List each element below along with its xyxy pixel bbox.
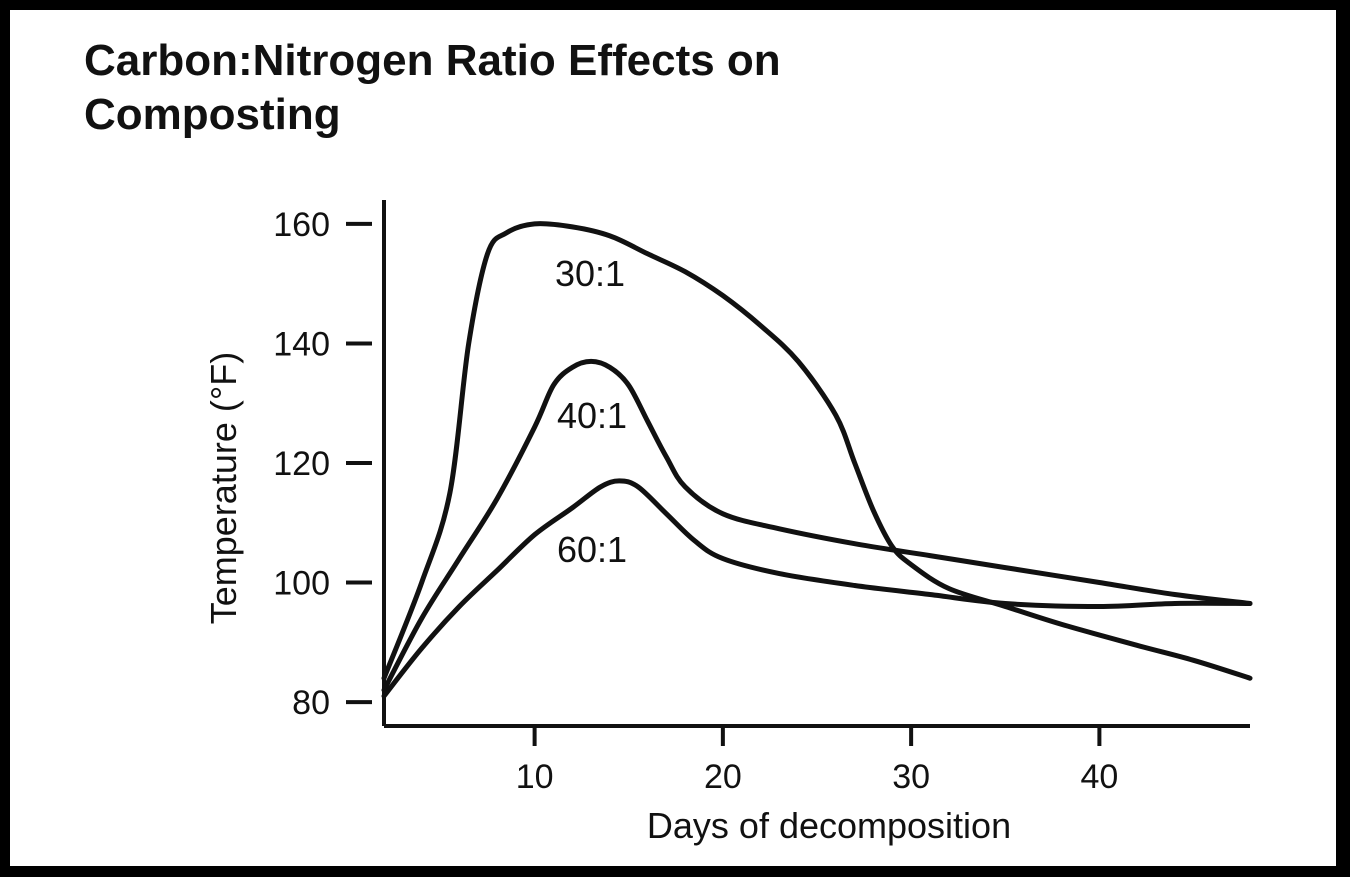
y-axis-label: Temperature (°F) — [203, 352, 244, 624]
y-tick-label: 160 — [273, 206, 330, 244]
chart-title: Carbon:Nitrogen Ratio Effects on Compost… — [84, 34, 984, 142]
x-tick-label: 30 — [892, 758, 930, 796]
series-label-60-1: 60:1 — [557, 529, 627, 570]
series-label-30-1: 30:1 — [555, 253, 625, 294]
y-tick-label: 120 — [273, 445, 330, 483]
x-axis-label: Days of decomposition — [647, 805, 1011, 846]
y-tick-label: 80 — [292, 684, 330, 722]
chart-frame — [10, 10, 1336, 866]
x-tick-label: 10 — [516, 758, 554, 796]
x-tick-label: 40 — [1080, 758, 1118, 796]
series-line-30-1 — [381, 221, 1253, 681]
x-tick-label: 20 — [704, 758, 742, 796]
series-line-60-1 — [381, 478, 1253, 699]
chart-title-line-1: Carbon:Nitrogen Ratio Effects on — [84, 36, 781, 85]
y-tick-label: 140 — [273, 325, 330, 363]
chart-title-line-2: Composting — [84, 90, 341, 139]
series-label-40-1: 40:1 — [557, 395, 627, 436]
y-tick-label: 100 — [273, 565, 330, 603]
series-line-40-1 — [381, 358, 1253, 693]
